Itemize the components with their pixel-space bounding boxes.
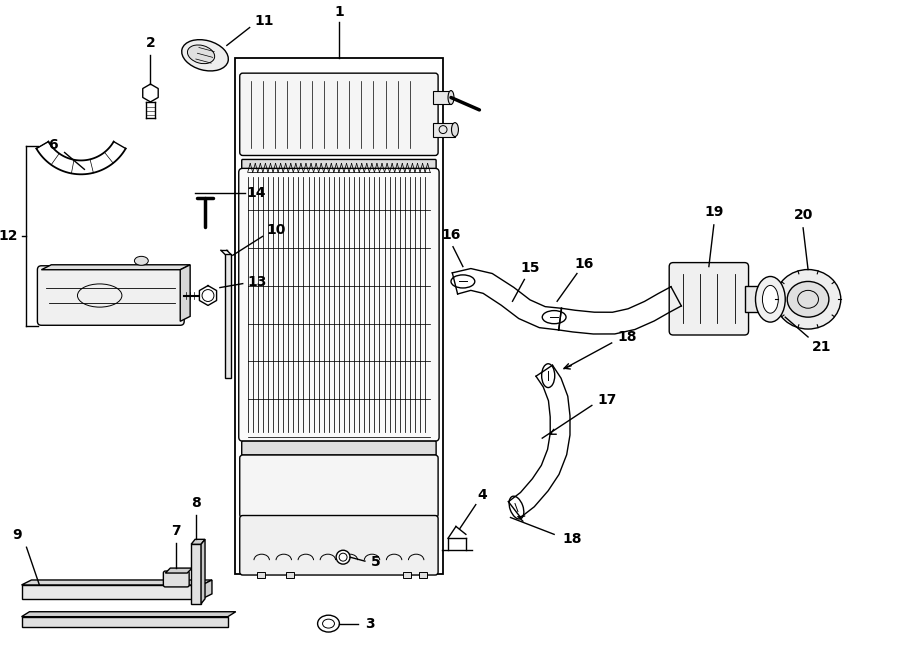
Text: 18: 18	[562, 532, 581, 546]
Text: 11: 11	[255, 14, 274, 28]
Text: 9: 9	[12, 528, 22, 542]
Text: 17: 17	[597, 393, 617, 407]
FancyBboxPatch shape	[238, 169, 439, 441]
FancyBboxPatch shape	[38, 266, 184, 325]
Text: 18: 18	[617, 330, 637, 344]
Ellipse shape	[452, 123, 458, 137]
Ellipse shape	[448, 91, 454, 104]
Text: 21: 21	[812, 340, 832, 354]
Bar	[433, 123, 455, 137]
Ellipse shape	[788, 282, 829, 317]
Text: 5: 5	[371, 555, 381, 569]
Text: 16: 16	[441, 228, 461, 242]
Ellipse shape	[134, 256, 148, 265]
Text: 8: 8	[191, 496, 201, 510]
FancyBboxPatch shape	[670, 262, 749, 335]
Bar	[225, 254, 230, 378]
Bar	[256, 572, 265, 578]
Text: 14: 14	[247, 186, 266, 200]
Text: 2: 2	[146, 36, 156, 50]
FancyBboxPatch shape	[239, 73, 438, 155]
Bar	[22, 585, 202, 599]
Text: 10: 10	[266, 223, 286, 237]
Text: 19: 19	[704, 205, 724, 219]
Bar	[286, 572, 294, 578]
FancyBboxPatch shape	[239, 516, 438, 575]
Polygon shape	[201, 539, 205, 603]
Ellipse shape	[762, 286, 778, 313]
Text: 13: 13	[248, 274, 267, 289]
Polygon shape	[180, 265, 190, 321]
Bar	[433, 91, 451, 104]
Bar	[191, 544, 201, 603]
Text: 6: 6	[48, 137, 58, 151]
Polygon shape	[22, 611, 236, 617]
Text: 4: 4	[478, 488, 488, 502]
Text: 12: 12	[0, 229, 18, 243]
Text: 16: 16	[574, 256, 594, 270]
Ellipse shape	[318, 615, 339, 632]
FancyBboxPatch shape	[164, 571, 189, 587]
Text: 20: 20	[794, 208, 813, 222]
Ellipse shape	[182, 40, 229, 71]
Text: 3: 3	[365, 617, 375, 631]
Polygon shape	[22, 580, 212, 585]
Bar	[419, 572, 428, 578]
Bar	[235, 58, 443, 574]
Ellipse shape	[187, 45, 215, 63]
Text: 15: 15	[520, 260, 540, 274]
Polygon shape	[166, 568, 192, 573]
Ellipse shape	[755, 276, 785, 322]
Text: 1: 1	[334, 5, 344, 19]
Polygon shape	[191, 539, 205, 544]
Polygon shape	[41, 265, 190, 270]
FancyBboxPatch shape	[242, 159, 436, 171]
FancyBboxPatch shape	[239, 455, 438, 518]
Bar	[22, 617, 228, 627]
FancyBboxPatch shape	[242, 441, 436, 455]
Bar	[744, 286, 759, 312]
Text: 7: 7	[171, 524, 181, 538]
Polygon shape	[202, 580, 212, 599]
Bar	[403, 572, 411, 578]
Circle shape	[336, 550, 350, 564]
Ellipse shape	[775, 270, 841, 329]
